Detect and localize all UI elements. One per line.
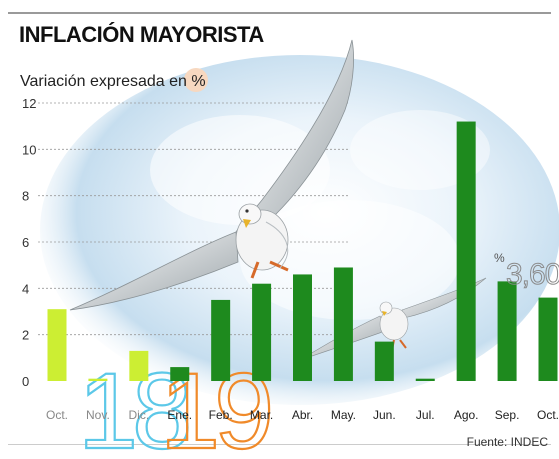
- x-tick-label: Feb.: [209, 408, 233, 422]
- seagull-large-icon: [69, 39, 354, 311]
- y-tick-labels: 0 2 4 6 8 10 12: [22, 96, 36, 389]
- bar-2: [129, 350, 149, 381]
- x-tick-label: Ene.: [167, 408, 192, 422]
- bar-4: [211, 299, 231, 381]
- x-tick-label: Oct.: [46, 408, 68, 422]
- y-tick-label: 0: [22, 374, 29, 389]
- chart-subtitle: Variación expresada en %: [20, 73, 206, 90]
- bars: [47, 121, 558, 382]
- x-tick-label: Dic.: [128, 408, 149, 422]
- chart-title: INFLACIÓN MAYORISTA: [19, 22, 264, 47]
- x-tick-label: Abr.: [292, 408, 313, 422]
- bar-8: [374, 341, 394, 381]
- percent-highlight: [184, 68, 208, 92]
- callout-unit: %: [494, 251, 505, 265]
- x-tick-label: Jun.: [373, 408, 396, 422]
- bar-3: [170, 367, 190, 381]
- y-tick-label: 2: [22, 328, 29, 343]
- y-tick-label: 8: [22, 189, 29, 204]
- bar-12: [538, 297, 558, 381]
- bar-0: [47, 309, 67, 381]
- bar-7: [333, 267, 353, 381]
- bar-5: [252, 283, 272, 381]
- x-tick-label: Jul.: [416, 408, 435, 422]
- callout-value: 3,60: [506, 258, 559, 291]
- sky-backdrop: [40, 55, 559, 405]
- x-tick-label: Mar.: [250, 408, 273, 422]
- x-tick-label: May.: [331, 408, 356, 422]
- bar-6: [293, 274, 312, 381]
- x-tick-label: Oct.: [537, 408, 559, 422]
- x-tick-label: Nov.: [86, 408, 110, 422]
- bar-9: [415, 378, 435, 381]
- y-tick-label: 12: [22, 96, 36, 111]
- top-rule: [8, 12, 551, 14]
- y-tick-label: 4: [22, 281, 29, 296]
- footer-rule: [8, 444, 551, 445]
- x-tick-label: Sep.: [495, 408, 520, 422]
- x-tick-labels: Oct. Nov. Dic. Ene. Feb. Mar. Abr. May. Jun. Jul.…: [46, 408, 559, 422]
- x-tick-label: Ago.: [454, 408, 479, 422]
- y-tick-label: 10: [22, 142, 36, 157]
- y-tick-label: 6: [22, 235, 29, 250]
- source-note: Fuente: INDEC: [467, 435, 549, 449]
- bar-10: [456, 121, 476, 382]
- bar-11: [497, 281, 517, 381]
- bar-1: [88, 378, 108, 381]
